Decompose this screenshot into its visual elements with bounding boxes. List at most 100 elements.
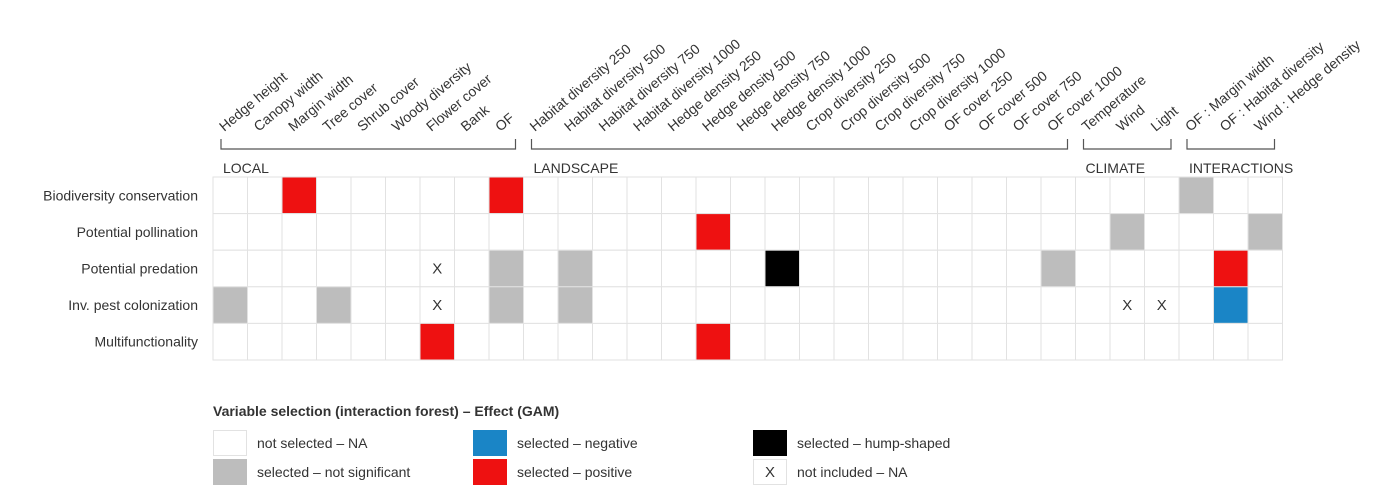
group-label-climate: CLIMATE: [1086, 160, 1146, 176]
group-bracket-interactions: [1186, 139, 1276, 150]
legend-swatch-hump-shaped: [753, 430, 787, 456]
cell-potential-predation-crop-diversity-250: [799, 249, 835, 288]
cell-potential-predation-of-habitat-diversity: [1213, 249, 1249, 288]
cell-multifunctionality-hedge-density-250: [661, 322, 697, 361]
row-label-biodiversity-conservation: Biodiversity conservation: [43, 187, 198, 203]
cell-biodiversity-conservation-crop-diversity-500: [833, 176, 869, 215]
cell-biodiversity-conservation-canopy-width: [247, 176, 283, 215]
cell-inv-pest-colonization-of-cover-500: [971, 286, 1007, 324]
cell-potential-pollination-wind-hedge-density: [1247, 213, 1283, 251]
cell-potential-predation-habitat-diversity-750: [592, 249, 628, 288]
cell-biodiversity-conservation-wind: [1109, 176, 1145, 215]
cell-potential-pollination-habitat-diversity-750: [592, 213, 628, 251]
cell-potential-pollination-shrub-cover: [350, 213, 386, 251]
cell-potential-pollination-crop-diversity-500: [833, 213, 869, 251]
cell-potential-pollination-habitat-diversity-1000: [626, 213, 662, 251]
group-label-local: LOCAL: [223, 160, 269, 176]
cell-potential-pollination-canopy-width: [247, 213, 283, 251]
legend-swatch-positive: [473, 459, 507, 485]
row-label-potential-predation: Potential predation: [81, 261, 198, 277]
legend-label-negative: selected – negative: [517, 435, 638, 451]
cell-biodiversity-conservation-of-cover-750: [1006, 176, 1042, 215]
cell-inv-pest-colonization-habitat-diversity-1000: [626, 286, 662, 324]
cell-potential-predation-habitat-diversity-500: [557, 249, 593, 288]
legend-swatch-negative: [473, 430, 507, 456]
cell-biodiversity-conservation-of: [488, 176, 524, 215]
cell-inv-pest-colonization-temperature: [1075, 286, 1111, 324]
cell-biodiversity-conservation-of-margin-width: [1178, 176, 1214, 215]
cell-potential-pollination-hedge-density-1000: [764, 213, 800, 251]
cell-inv-pest-colonization-margin-width: [281, 286, 317, 324]
cell-biodiversity-conservation-habitat-diversity-1000: [626, 176, 662, 215]
cell-inv-pest-colonization-hedge-density-1000: [764, 286, 800, 324]
cell-inv-pest-colonization-bank: [454, 286, 490, 324]
cell-biodiversity-conservation-hedge-density-250: [661, 176, 697, 215]
cell-potential-pollination-woody-diversity: [385, 213, 421, 251]
cell-potential-pollination-of: [488, 213, 524, 251]
cell-potential-pollination-margin-width: [281, 213, 317, 251]
cell-biodiversity-conservation-of-cover-500: [971, 176, 1007, 215]
group-bracket-local: [220, 139, 517, 150]
cell-potential-predation-of: [488, 249, 524, 288]
cell-inv-pest-colonization-of-cover-1000: [1040, 286, 1076, 324]
cell-x-mark: X: [432, 297, 442, 314]
cell-x-mark: X: [432, 261, 442, 278]
cell-potential-pollination-of-cover-500: [971, 213, 1007, 251]
row-label-multifunctionality: Multifunctionality: [95, 334, 199, 350]
cell-multifunctionality-canopy-width: [247, 322, 283, 361]
cell-inv-pest-colonization-of: [488, 286, 524, 324]
cell-potential-predation-crop-diversity-1000: [902, 249, 938, 288]
cell-multifunctionality-of-cover-250: [937, 322, 973, 361]
cell-multifunctionality-crop-diversity-250: [799, 322, 835, 361]
cell-inv-pest-colonization-wind-hedge-density: [1247, 286, 1283, 324]
cell-potential-predation-hedge-density-250: [661, 249, 697, 288]
legend-swatch-not-significant: [213, 459, 247, 485]
cell-multifunctionality-tree-cover: [316, 322, 352, 361]
cell-potential-predation-of-cover-1000: [1040, 249, 1076, 288]
cell-multifunctionality-hedge-density-500: [695, 322, 731, 361]
cell-inv-pest-colonization-crop-diversity-750: [868, 286, 904, 324]
legend-item-not-significant: selected – not significant: [213, 459, 410, 485]
cell-biodiversity-conservation-hedge-density-500: [695, 176, 731, 215]
cell-biodiversity-conservation-wind-hedge-density: [1247, 176, 1283, 215]
cell-multifunctionality-crop-diversity-750: [868, 322, 904, 361]
cell-multifunctionality-hedge-density-750: [730, 322, 766, 361]
cell-potential-predation-light: [1144, 249, 1180, 288]
cell-biodiversity-conservation-light: [1144, 176, 1180, 215]
legend-label-positive: selected – positive: [517, 464, 633, 480]
cell-x-mark: X: [1122, 297, 1132, 314]
cell-biodiversity-conservation-temperature: [1075, 176, 1111, 215]
cell-potential-predation-woody-diversity: [385, 249, 421, 288]
cell-potential-predation-hedge-density-1000: [764, 249, 800, 288]
legend-label-hump-shaped: selected – hump-shaped: [797, 435, 951, 451]
group-bracket-landscape: [530, 139, 1069, 150]
cell-multifunctionality-woody-diversity: [385, 322, 421, 361]
cell-multifunctionality-crop-diversity-1000: [902, 322, 938, 361]
cell-biodiversity-conservation-hedge-density-750: [730, 176, 766, 215]
cell-potential-predation-crop-diversity-500: [833, 249, 869, 288]
cell-potential-predation-of-cover-250: [937, 249, 973, 288]
cell-biodiversity-conservation-crop-diversity-250: [799, 176, 835, 215]
cell-multifunctionality-habitat-diversity-1000: [626, 322, 662, 361]
cell-potential-predation-shrub-cover: [350, 249, 386, 288]
row-label-potential-pollination: Potential pollination: [77, 224, 198, 240]
cell-biodiversity-conservation-hedge-density-1000: [764, 176, 800, 215]
cell-potential-pollination-hedge-density-500: [695, 213, 731, 251]
cell-potential-pollination-light: [1144, 213, 1180, 251]
cell-potential-pollination-flower-cover: [419, 213, 455, 251]
cell-potential-pollination-of-margin-width: [1178, 213, 1214, 251]
cell-potential-predation-habitat-diversity-250: [523, 249, 559, 288]
legend-swatch-not-included: X: [753, 459, 787, 485]
cell-biodiversity-conservation-margin-width: [281, 176, 317, 215]
cell-potential-predation-bank: [454, 249, 490, 288]
legend-item-positive: selected – positive: [473, 459, 632, 485]
cell-potential-pollination-tree-cover: [316, 213, 352, 251]
cell-potential-predation-habitat-diversity-1000: [626, 249, 662, 288]
cell-potential-pollination-of-cover-1000: [1040, 213, 1076, 251]
group-bracket-climate: [1082, 139, 1172, 150]
cell-potential-pollination-bank: [454, 213, 490, 251]
group-label-interactions: INTERACTIONS: [1189, 160, 1293, 176]
legend-item-not-selected: not selected – NA: [213, 430, 368, 456]
legend-item-not-included: X not included – NA: [753, 459, 908, 485]
cell-potential-predation-flower-cover: [419, 249, 455, 288]
